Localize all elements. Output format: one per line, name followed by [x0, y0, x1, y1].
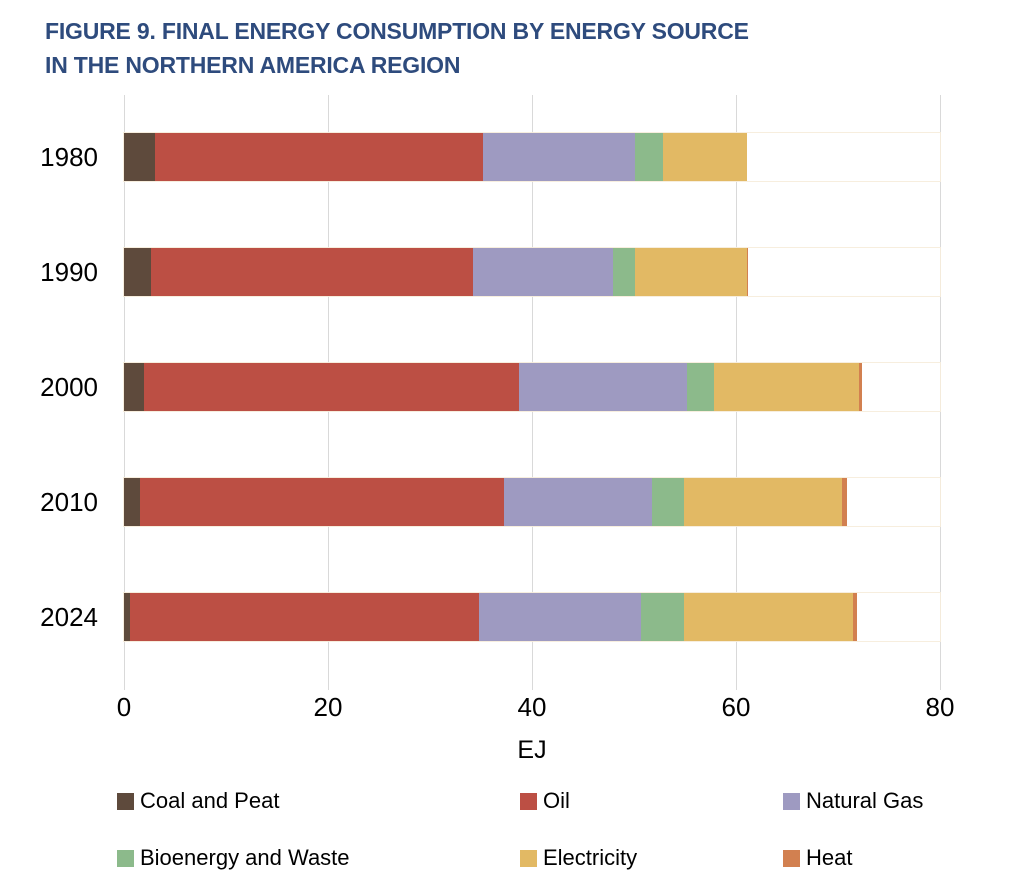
y-axis-label-1990: 1990	[40, 256, 98, 287]
legend-item-coal-and-peat: Coal and Peat	[117, 788, 520, 814]
segment-coal-and-peat-2000	[124, 362, 145, 411]
legend-item-electricity: Electricity	[520, 845, 783, 871]
segment-coal-and-peat-1990	[124, 247, 151, 296]
x-axis-title: EJ	[517, 736, 547, 764]
legend-swatch-natural-gas	[783, 792, 800, 810]
bar-row-2024: 2024	[0, 559, 1024, 674]
legend-swatch-heat	[783, 849, 800, 867]
segment-oil-2010	[140, 477, 505, 526]
segment-oil-2000	[144, 362, 519, 411]
legend-item-oil: Oil	[520, 788, 783, 814]
segment-electricity-2000	[713, 362, 860, 411]
segment-heat-1990	[747, 247, 749, 296]
segment-natural-gas-1980	[483, 132, 635, 181]
legend-label-electricity: Electricity	[543, 845, 638, 870]
segment-natural-gas-2010	[504, 477, 653, 526]
legend-item-natural-gas: Natural Gas	[783, 788, 977, 814]
segment-natural-gas-2024	[478, 592, 642, 641]
legend-swatch-oil	[520, 792, 537, 810]
legend-swatch-coal-and-peat	[117, 792, 134, 810]
segment-oil-1980	[154, 132, 484, 181]
segment-coal-and-peat-2024	[124, 592, 131, 641]
legend: Coal and Peat Oil Natural Gas Bioenergy and…	[117, 788, 977, 871]
legend-item-heat: Heat	[783, 845, 977, 871]
segment-bioenergy-and-waste-2024	[641, 592, 684, 641]
segment-heat-2000	[859, 362, 863, 411]
figure-title-line2: IN THE NORTHERN AMERICA REGION	[45, 52, 461, 78]
segment-oil-1990	[150, 247, 473, 296]
y-axis-label-2000: 2000	[40, 371, 98, 402]
bar-row-2010: 2010	[0, 444, 1024, 559]
plot-area: 1980 1990 2000 2010 2024	[0, 95, 1024, 690]
legend-swatch-bioenergy-and-waste	[117, 849, 134, 867]
stacked-bar-1980	[124, 132, 940, 181]
segment-electricity-1980	[662, 132, 748, 181]
bar-rows: 1980 1990 2000 2010 2024	[0, 95, 1024, 674]
y-axis-label-2024: 2024	[40, 601, 98, 632]
segment-electricity-2010	[683, 477, 843, 526]
segment-bioenergy-and-waste-2000	[687, 362, 714, 411]
segment-electricity-2024	[683, 592, 854, 641]
bar-row-2000: 2000	[0, 329, 1024, 444]
segment-electricity-1990	[635, 247, 748, 296]
stacked-bar-2024	[124, 592, 940, 641]
segment-coal-and-peat-2010	[124, 477, 141, 526]
x-tick-label-20: 20	[313, 692, 343, 722]
legend-swatch-electricity	[520, 849, 537, 867]
y-axis-label-1980: 1980	[40, 141, 98, 172]
legend-label-heat: Heat	[806, 845, 853, 870]
y-axis-label-2010: 2010	[40, 486, 98, 517]
legend-item-bioenergy-and-waste: Bioenergy and Waste	[117, 845, 520, 871]
segment-bioenergy-and-waste-1980	[635, 132, 663, 181]
bar-row-1980: 1980	[0, 99, 1024, 214]
segment-oil-2024	[130, 592, 479, 641]
gridline-80	[940, 95, 941, 690]
x-tick-label-0: 0	[116, 692, 132, 722]
segment-heat-2010	[842, 477, 848, 526]
stacked-bar-2000	[124, 362, 940, 411]
legend-label-natural-gas: Natural Gas	[806, 788, 924, 813]
legend-label-coal-and-peat: Coal and Peat	[140, 788, 280, 813]
bar-row-1990: 1990	[0, 214, 1024, 329]
x-tick-label-60: 60	[721, 692, 751, 722]
segment-bioenergy-and-waste-2010	[652, 477, 684, 526]
figure-title: FIGURE 9. FINAL ENERGY CONSUMPTION BY EN…	[45, 14, 749, 82]
legend-label-oil: Oil	[543, 788, 570, 813]
x-tick-label-40: 40	[517, 692, 547, 722]
legend-label-bioenergy-and-waste: Bioenergy and Waste	[140, 845, 350, 870]
segment-natural-gas-2000	[518, 362, 688, 411]
segment-bioenergy-and-waste-1990	[612, 247, 635, 296]
x-tick-label-80: 80	[925, 692, 955, 722]
figure-title-line1: FIGURE 9. FINAL ENERGY CONSUMPTION BY EN…	[45, 18, 749, 44]
stacked-bar-chart: 1980 1990 2000 2010 2024 0 20 40 60 80 EJ	[0, 95, 1024, 765]
stacked-bar-1990	[124, 247, 940, 296]
segment-heat-2024	[853, 592, 858, 641]
segment-coal-and-peat-1980	[124, 132, 155, 181]
stacked-bar-2010	[124, 477, 940, 526]
segment-natural-gas-1990	[472, 247, 613, 296]
x-axis: 0 20 40 60 80	[117, 690, 955, 726]
